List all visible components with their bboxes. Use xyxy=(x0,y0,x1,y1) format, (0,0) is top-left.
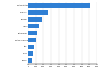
Bar xyxy=(28,45,34,49)
Bar xyxy=(28,10,48,15)
Bar xyxy=(28,38,36,42)
Bar xyxy=(28,17,42,22)
Bar xyxy=(28,58,32,63)
Bar xyxy=(28,31,37,35)
Bar xyxy=(28,51,33,56)
Bar xyxy=(28,24,39,28)
Bar xyxy=(28,3,90,8)
